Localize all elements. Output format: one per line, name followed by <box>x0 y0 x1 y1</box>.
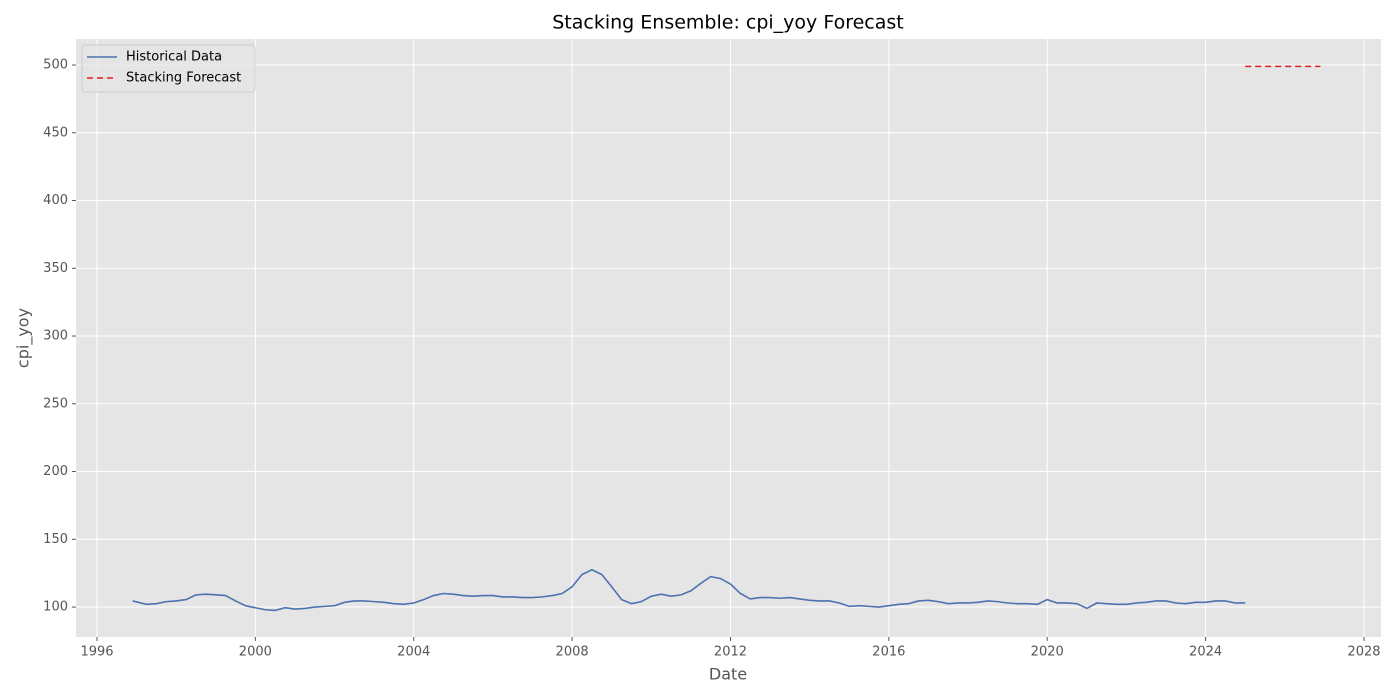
series-line <box>132 568 1246 612</box>
x-tick-label: 2000 <box>239 645 272 660</box>
chart-title: Stacking Ensemble: cpi_yoy Forecast <box>552 12 903 34</box>
y-tick-label: 250 <box>43 396 68 411</box>
y-tick-label: 350 <box>43 261 68 276</box>
x-tick-label: 2012 <box>714 645 747 660</box>
x-tick-label: 2004 <box>397 645 430 660</box>
legend-label: Stacking Forecast <box>126 71 241 86</box>
y-axis-label: cpi_yoy <box>14 308 34 368</box>
legend-box <box>81 44 256 93</box>
legend-label: Historical Data <box>126 50 222 65</box>
plot-area <box>76 39 1381 637</box>
x-tick-label: 1996 <box>80 645 113 660</box>
x-tick-label: 2016 <box>872 645 905 660</box>
y-tick-label: 500 <box>43 58 68 73</box>
x-tick-label: 2008 <box>556 645 589 660</box>
x-tick-label: 2028 <box>1347 645 1380 660</box>
y-tick-label: 100 <box>43 600 68 615</box>
x-tick-label: 2020 <box>1031 645 1064 660</box>
x-tick-label: 2024 <box>1189 645 1222 660</box>
y-tick-label: 150 <box>43 532 68 547</box>
y-tick-label: 300 <box>43 329 68 344</box>
x-axis-label: Date <box>709 665 747 684</box>
y-tick-label: 450 <box>43 125 68 140</box>
y-tick-label: 400 <box>43 193 68 208</box>
y-tick-label: 200 <box>43 464 68 479</box>
